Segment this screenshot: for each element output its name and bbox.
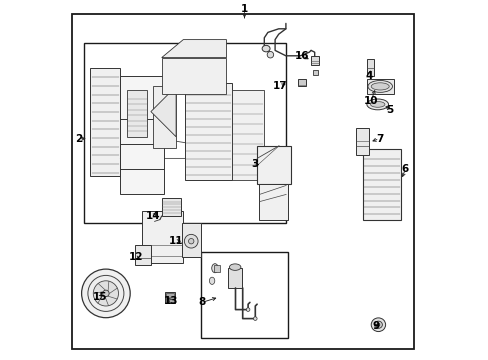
Bar [127,90,147,137]
Bar [258,184,287,220]
Polygon shape [162,40,226,58]
Bar [363,149,400,220]
Ellipse shape [370,83,388,90]
Bar [162,198,181,216]
Ellipse shape [102,290,109,297]
Ellipse shape [184,234,198,248]
Text: 4: 4 [364,71,372,81]
Ellipse shape [376,323,379,326]
Bar [310,56,318,65]
Bar [201,252,287,338]
Bar [366,79,393,94]
Bar [120,76,163,194]
Bar [297,79,305,86]
Ellipse shape [366,99,387,110]
Ellipse shape [81,269,130,318]
Ellipse shape [246,308,249,311]
Bar [185,83,231,180]
Text: 1: 1 [241,4,247,14]
Text: 13: 13 [163,296,178,306]
Text: 10: 10 [363,96,378,106]
Bar [142,211,183,263]
Bar [152,86,176,148]
Bar [84,43,285,223]
Ellipse shape [374,321,382,328]
Bar [89,68,120,176]
Text: 8: 8 [198,297,205,307]
Bar [228,268,242,288]
Text: 2: 2 [75,134,82,144]
Ellipse shape [262,45,269,52]
Ellipse shape [88,275,123,311]
Ellipse shape [367,81,392,93]
Text: 3: 3 [251,159,258,169]
Bar [366,59,373,76]
Ellipse shape [93,281,118,306]
Bar [231,90,264,180]
Text: 15: 15 [92,292,107,302]
Text: 16: 16 [294,51,309,61]
Ellipse shape [266,51,273,58]
Bar [134,245,151,265]
Text: 5: 5 [386,105,393,115]
Text: 11: 11 [168,236,183,246]
Ellipse shape [211,264,218,273]
Text: 14: 14 [145,211,160,221]
Bar [312,70,317,75]
Ellipse shape [188,239,194,244]
Text: 6: 6 [401,164,408,174]
Text: 12: 12 [129,252,143,262]
Text: 7: 7 [375,134,383,144]
Bar [213,265,220,272]
Bar [355,128,368,155]
Bar [162,58,226,94]
Polygon shape [151,86,176,137]
Bar [181,223,201,257]
Bar [165,293,174,302]
Bar [164,292,175,303]
Ellipse shape [253,317,257,320]
Ellipse shape [209,277,214,284]
Bar [257,146,291,184]
Ellipse shape [229,264,241,270]
Ellipse shape [370,318,385,332]
Text: 9: 9 [371,321,379,331]
Text: 17: 17 [272,81,286,91]
Ellipse shape [370,102,384,107]
